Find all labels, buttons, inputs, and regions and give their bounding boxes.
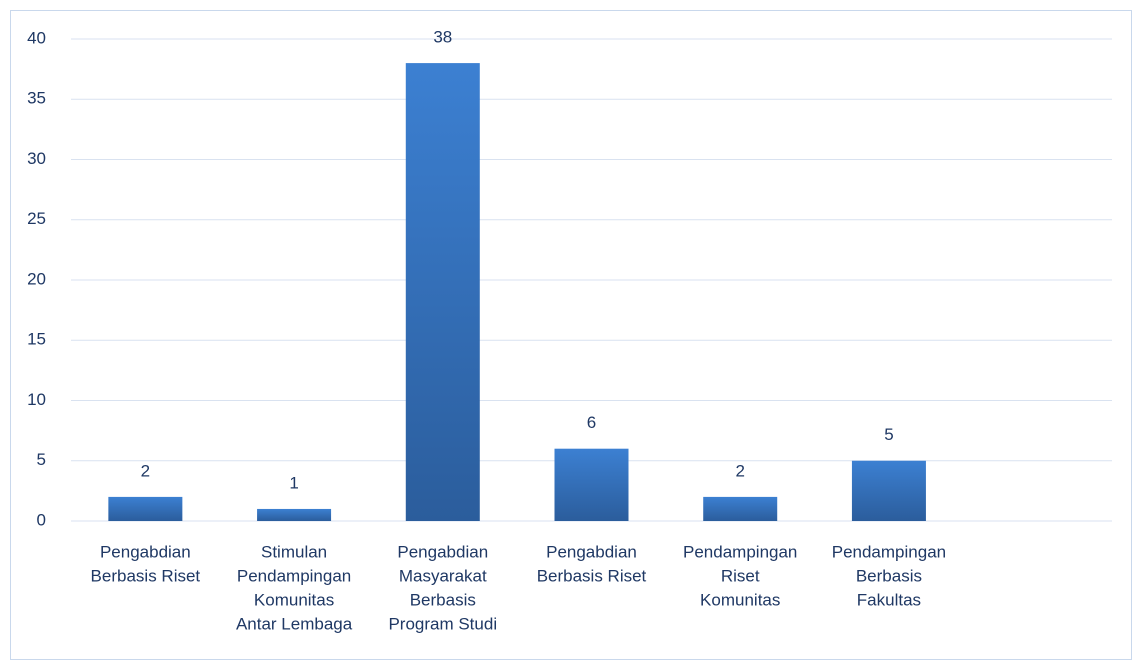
data-label: 1 (289, 473, 298, 492)
y-tick-label: 5 (37, 450, 46, 469)
x-tick-label: Antar Lembaga (236, 614, 353, 633)
y-tick-label: 15 (27, 330, 46, 349)
x-tick-label: Berbasis Riset (91, 566, 201, 585)
data-label: 38 (433, 28, 452, 47)
x-tick-label: Stimulan (261, 542, 327, 561)
x-tick-label: Riset (721, 566, 760, 585)
y-tick-label: 10 (27, 390, 46, 409)
x-tick-label: Pengabdian (397, 542, 488, 561)
data-label: 5 (884, 425, 893, 444)
x-tick-label: Fakultas (857, 590, 921, 609)
y-tick-label: 40 (27, 28, 46, 47)
x-tick-label: Pendampingan (832, 542, 946, 561)
x-tick-label: Berbasis (410, 590, 476, 609)
x-tick-label: Komunitas (254, 590, 334, 609)
bar (257, 508, 332, 521)
bar (554, 448, 629, 521)
y-tick-label: 25 (27, 209, 46, 228)
x-tick-label: Masyarakat (399, 566, 487, 585)
x-tick-label: Pendampingan (683, 542, 797, 561)
x-tick-label: Program Studi (388, 614, 497, 633)
data-label: 2 (141, 461, 150, 480)
x-tick-label: Pengabdian (546, 542, 637, 561)
bar (405, 63, 480, 521)
y-tick-label: 20 (27, 269, 46, 288)
bar (703, 496, 778, 521)
x-tick-label: Komunitas (700, 590, 780, 609)
x-tick-label: Berbasis Riset (537, 566, 647, 585)
bar (851, 460, 926, 521)
x-tick-label: Pendampingan (237, 566, 351, 585)
x-tick-label: Berbasis (856, 566, 922, 585)
data-label: 6 (587, 413, 596, 432)
y-tick-label: 30 (27, 149, 46, 168)
x-tick-label: Pengabdian (100, 542, 191, 561)
y-tick-label: 35 (27, 89, 46, 108)
chart-border (10, 10, 1132, 660)
bar (108, 496, 183, 521)
y-tick-label: 0 (37, 510, 46, 529)
data-label: 2 (735, 461, 744, 480)
